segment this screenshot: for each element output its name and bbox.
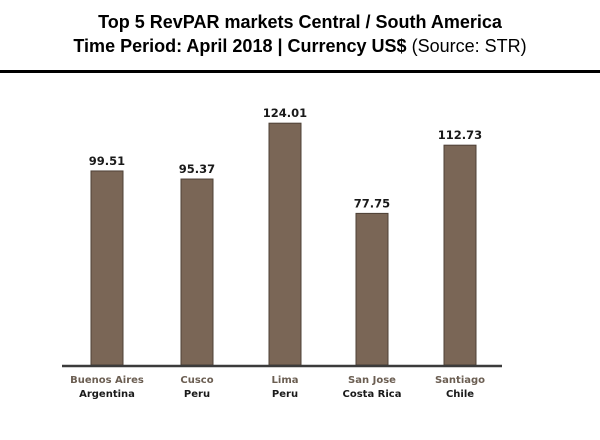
- title-period-currency: Time Period: April 2018 | Currency US$: [73, 36, 407, 56]
- category-city-4: Santiago: [435, 375, 485, 386]
- data-label-1: 95.37: [179, 162, 215, 176]
- title-divider: [0, 70, 600, 73]
- bar-1: [180, 178, 214, 366]
- bar-4: [443, 144, 477, 366]
- title-line-2: Time Period: April 2018 | Currency US$ (…: [0, 34, 600, 58]
- category-city-0: Buenos Aires: [70, 375, 144, 386]
- bar-3: [355, 212, 389, 366]
- bar-0: [90, 170, 124, 366]
- category-country-2: Peru: [272, 389, 298, 400]
- data-label-3: 77.75: [354, 196, 390, 210]
- data-label-2: 124.01: [263, 106, 307, 120]
- category-country-1: Peru: [184, 389, 210, 400]
- bar-2: [268, 122, 302, 366]
- category-city-3: San Jose: [348, 375, 396, 386]
- chart-title: Top 5 RevPAR markets Central / South Ame…: [0, 10, 600, 58]
- data-label-0: 99.51: [89, 154, 125, 168]
- title-line-1: Top 5 RevPAR markets Central / South Ame…: [98, 12, 502, 32]
- title-source: (Source: STR): [411, 36, 527, 56]
- category-country-3: Costa Rica: [343, 389, 402, 400]
- category-city-2: Lima: [272, 375, 299, 386]
- data-label-4: 112.73: [438, 128, 482, 142]
- category-city-1: Cusco: [180, 375, 213, 386]
- category-country-4: Chile: [446, 389, 474, 400]
- category-country-0: Argentina: [79, 389, 135, 400]
